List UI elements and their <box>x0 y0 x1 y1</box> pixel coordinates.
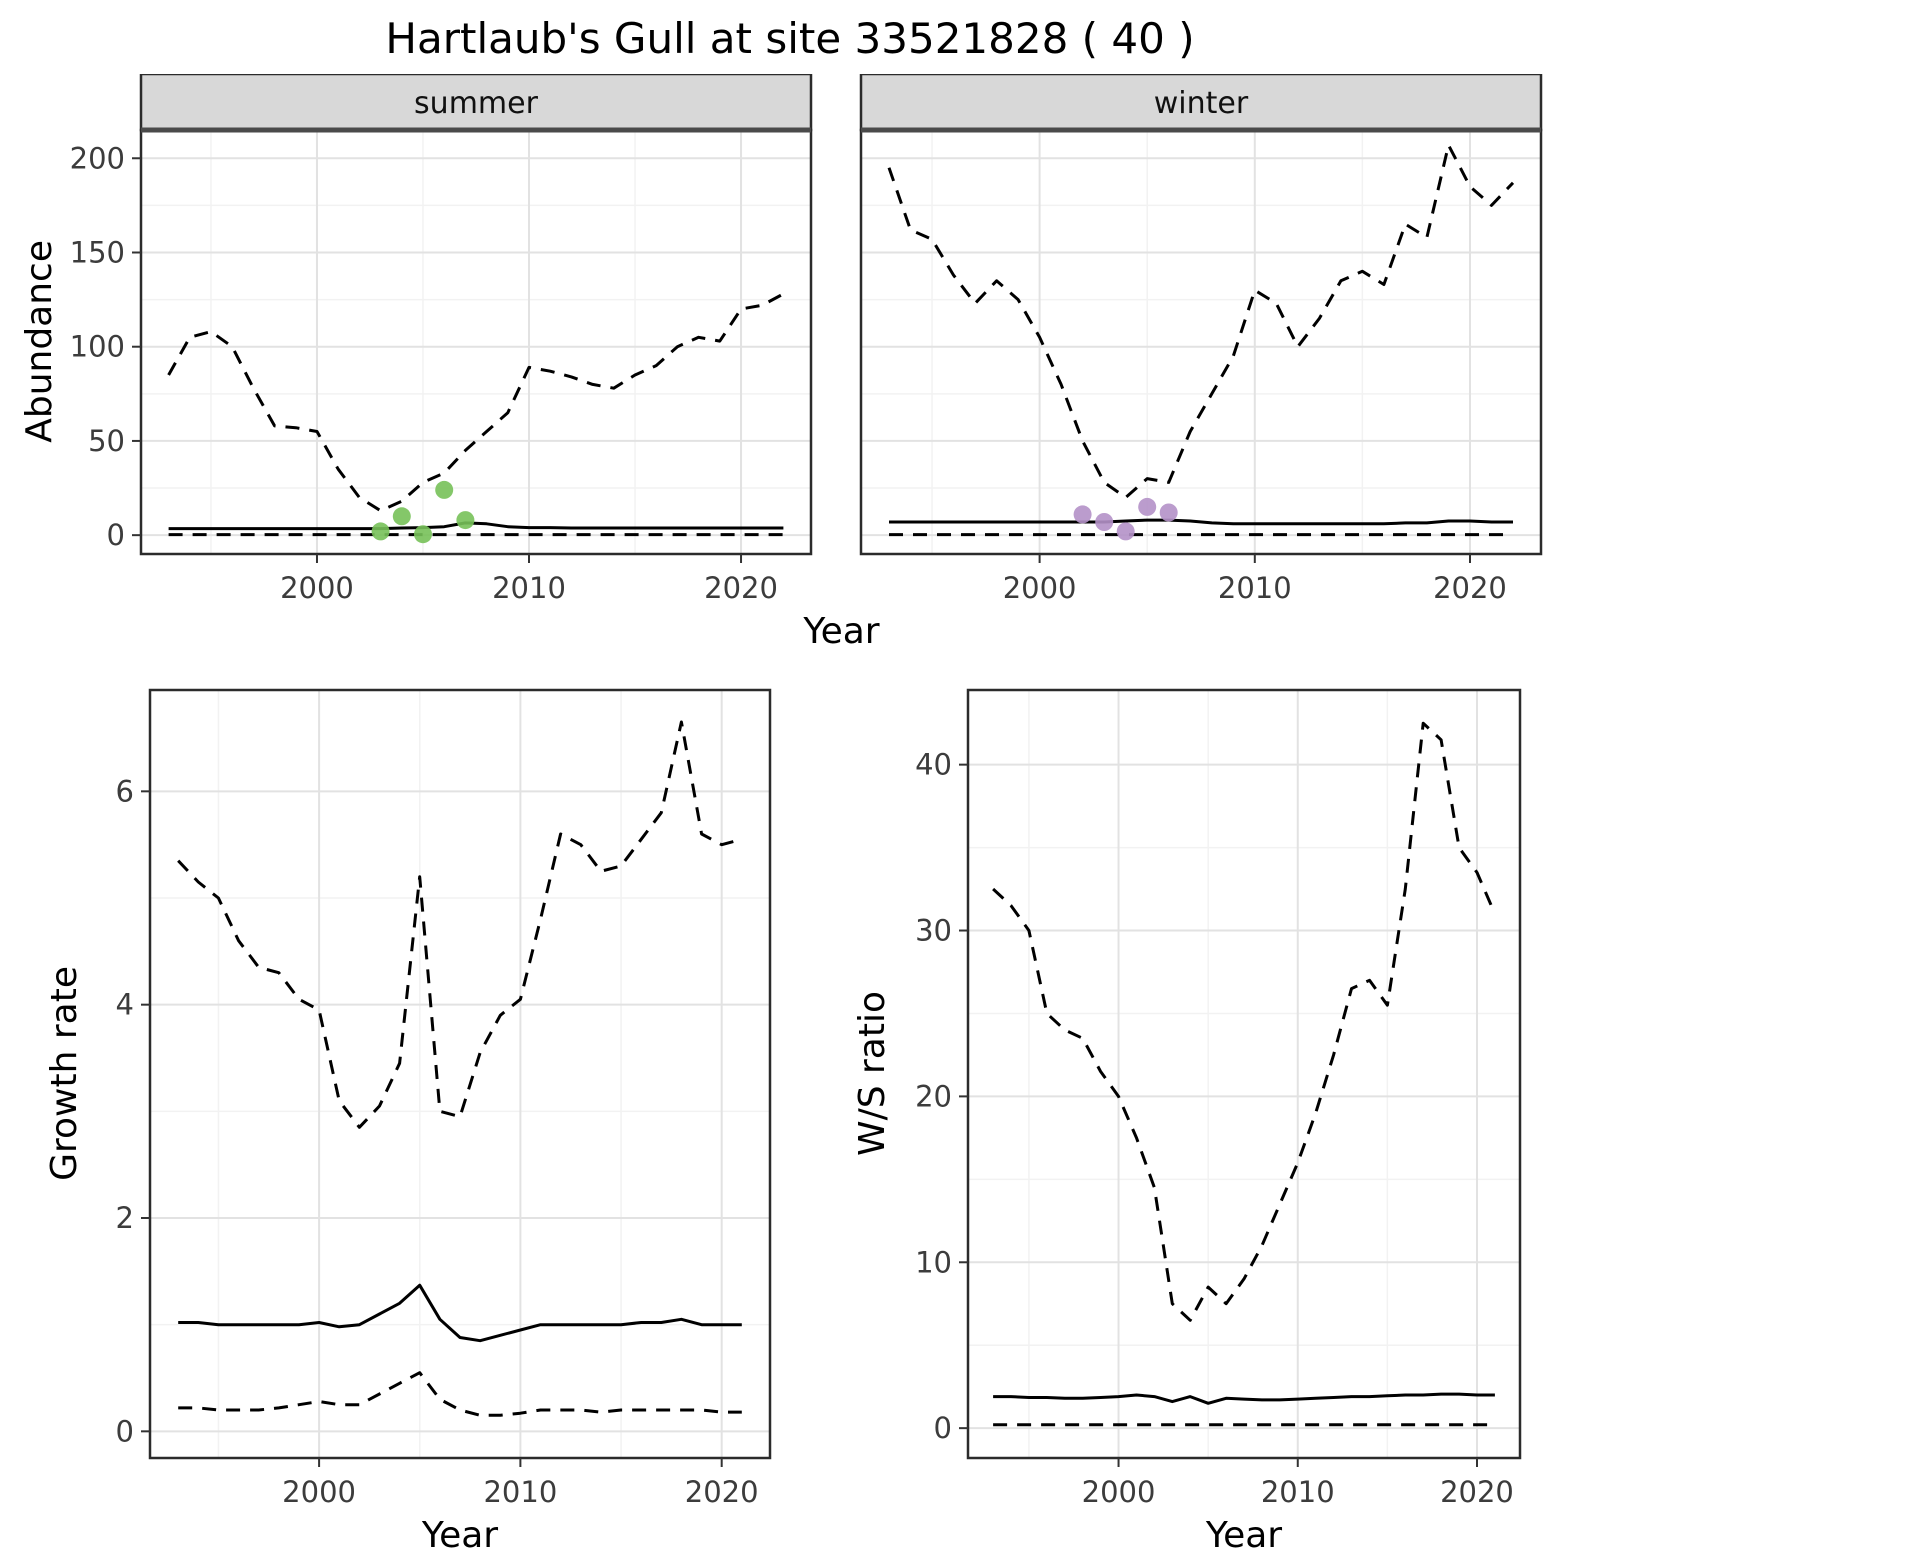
abundance-row: Abundance 2000 2010 2020 0 50 100 150 200 summer… <box>15 74 1580 652</box>
svg-text:2010: 2010 <box>1261 1475 1335 1509</box>
svg-text:100: 100 <box>70 330 125 364</box>
ws-ratio-chart: 2000 2010 2020 0 10 20 30 40 <box>915 688 1522 1509</box>
svg-text:10: 10 <box>915 1245 952 1279</box>
svg-text:0: 0 <box>116 1415 134 1449</box>
ws-ratio-x-axis-title: Year <box>1205 1515 1283 1557</box>
svg-text:2020: 2020 <box>704 571 778 605</box>
growth-rate-chart: 2000 2010 2020 0 2 4 6 <box>116 688 772 1509</box>
abundance-y-axis-title: Abundance <box>18 240 60 444</box>
svg-text:2000: 2000 <box>1003 571 1077 605</box>
svg-text:20: 20 <box>915 1080 952 1114</box>
svg-text:2010: 2010 <box>483 1475 557 1509</box>
svg-text:2010: 2010 <box>1218 571 1292 605</box>
svg-text:2000: 2000 <box>1082 1475 1156 1509</box>
svg-text:40: 40 <box>915 748 952 782</box>
abundance-summer-chart: 2000 2010 2020 0 50 100 150 200 summer <box>70 74 813 605</box>
abundance-winter-chart: 2000 2010 2020 winter <box>859 74 1543 605</box>
growth-rate-x-axis-title: Year <box>421 1515 499 1557</box>
svg-text:6: 6 <box>116 775 134 809</box>
svg-text:2000: 2000 <box>280 571 354 605</box>
svg-text:150: 150 <box>70 236 125 270</box>
svg-text:0: 0 <box>107 518 125 552</box>
svg-text:2020: 2020 <box>1440 1475 1514 1509</box>
abundance-x-axis-title: Year <box>803 611 880 653</box>
svg-text:2000: 2000 <box>282 1475 356 1509</box>
svg-text:winter: winter <box>1154 86 1249 121</box>
svg-text:2010: 2010 <box>492 571 566 605</box>
svg-text:4: 4 <box>116 988 134 1022</box>
svg-text:summer: summer <box>414 86 539 121</box>
svg-text:200: 200 <box>70 141 125 175</box>
figure: Hartlaub's Gull at site 33521828 ( 40 ) … <box>15 14 1580 1556</box>
svg-text:2: 2 <box>116 1201 134 1235</box>
growth-rate-block: Growth rate 2000 2010 2020 0 2 4 6 Year <box>40 678 788 1556</box>
svg-text:0: 0 <box>934 1411 952 1445</box>
svg-text:2020: 2020 <box>1433 571 1507 605</box>
ws-ratio-y-axis-title: W/S ratio <box>851 990 893 1156</box>
ws-ratio-block: W/S ratio 2000 2010 2020 0 10 20 30 40 Year <box>848 678 1536 1556</box>
growth-rate-y-axis-title: Growth rate <box>43 965 85 1181</box>
svg-text:2020: 2020 <box>685 1475 759 1509</box>
chart-title: Hartlaub's Gull at site 33521828 ( 40 ) <box>385 14 1195 63</box>
svg-text:30: 30 <box>915 914 952 948</box>
svg-text:50: 50 <box>88 424 125 458</box>
